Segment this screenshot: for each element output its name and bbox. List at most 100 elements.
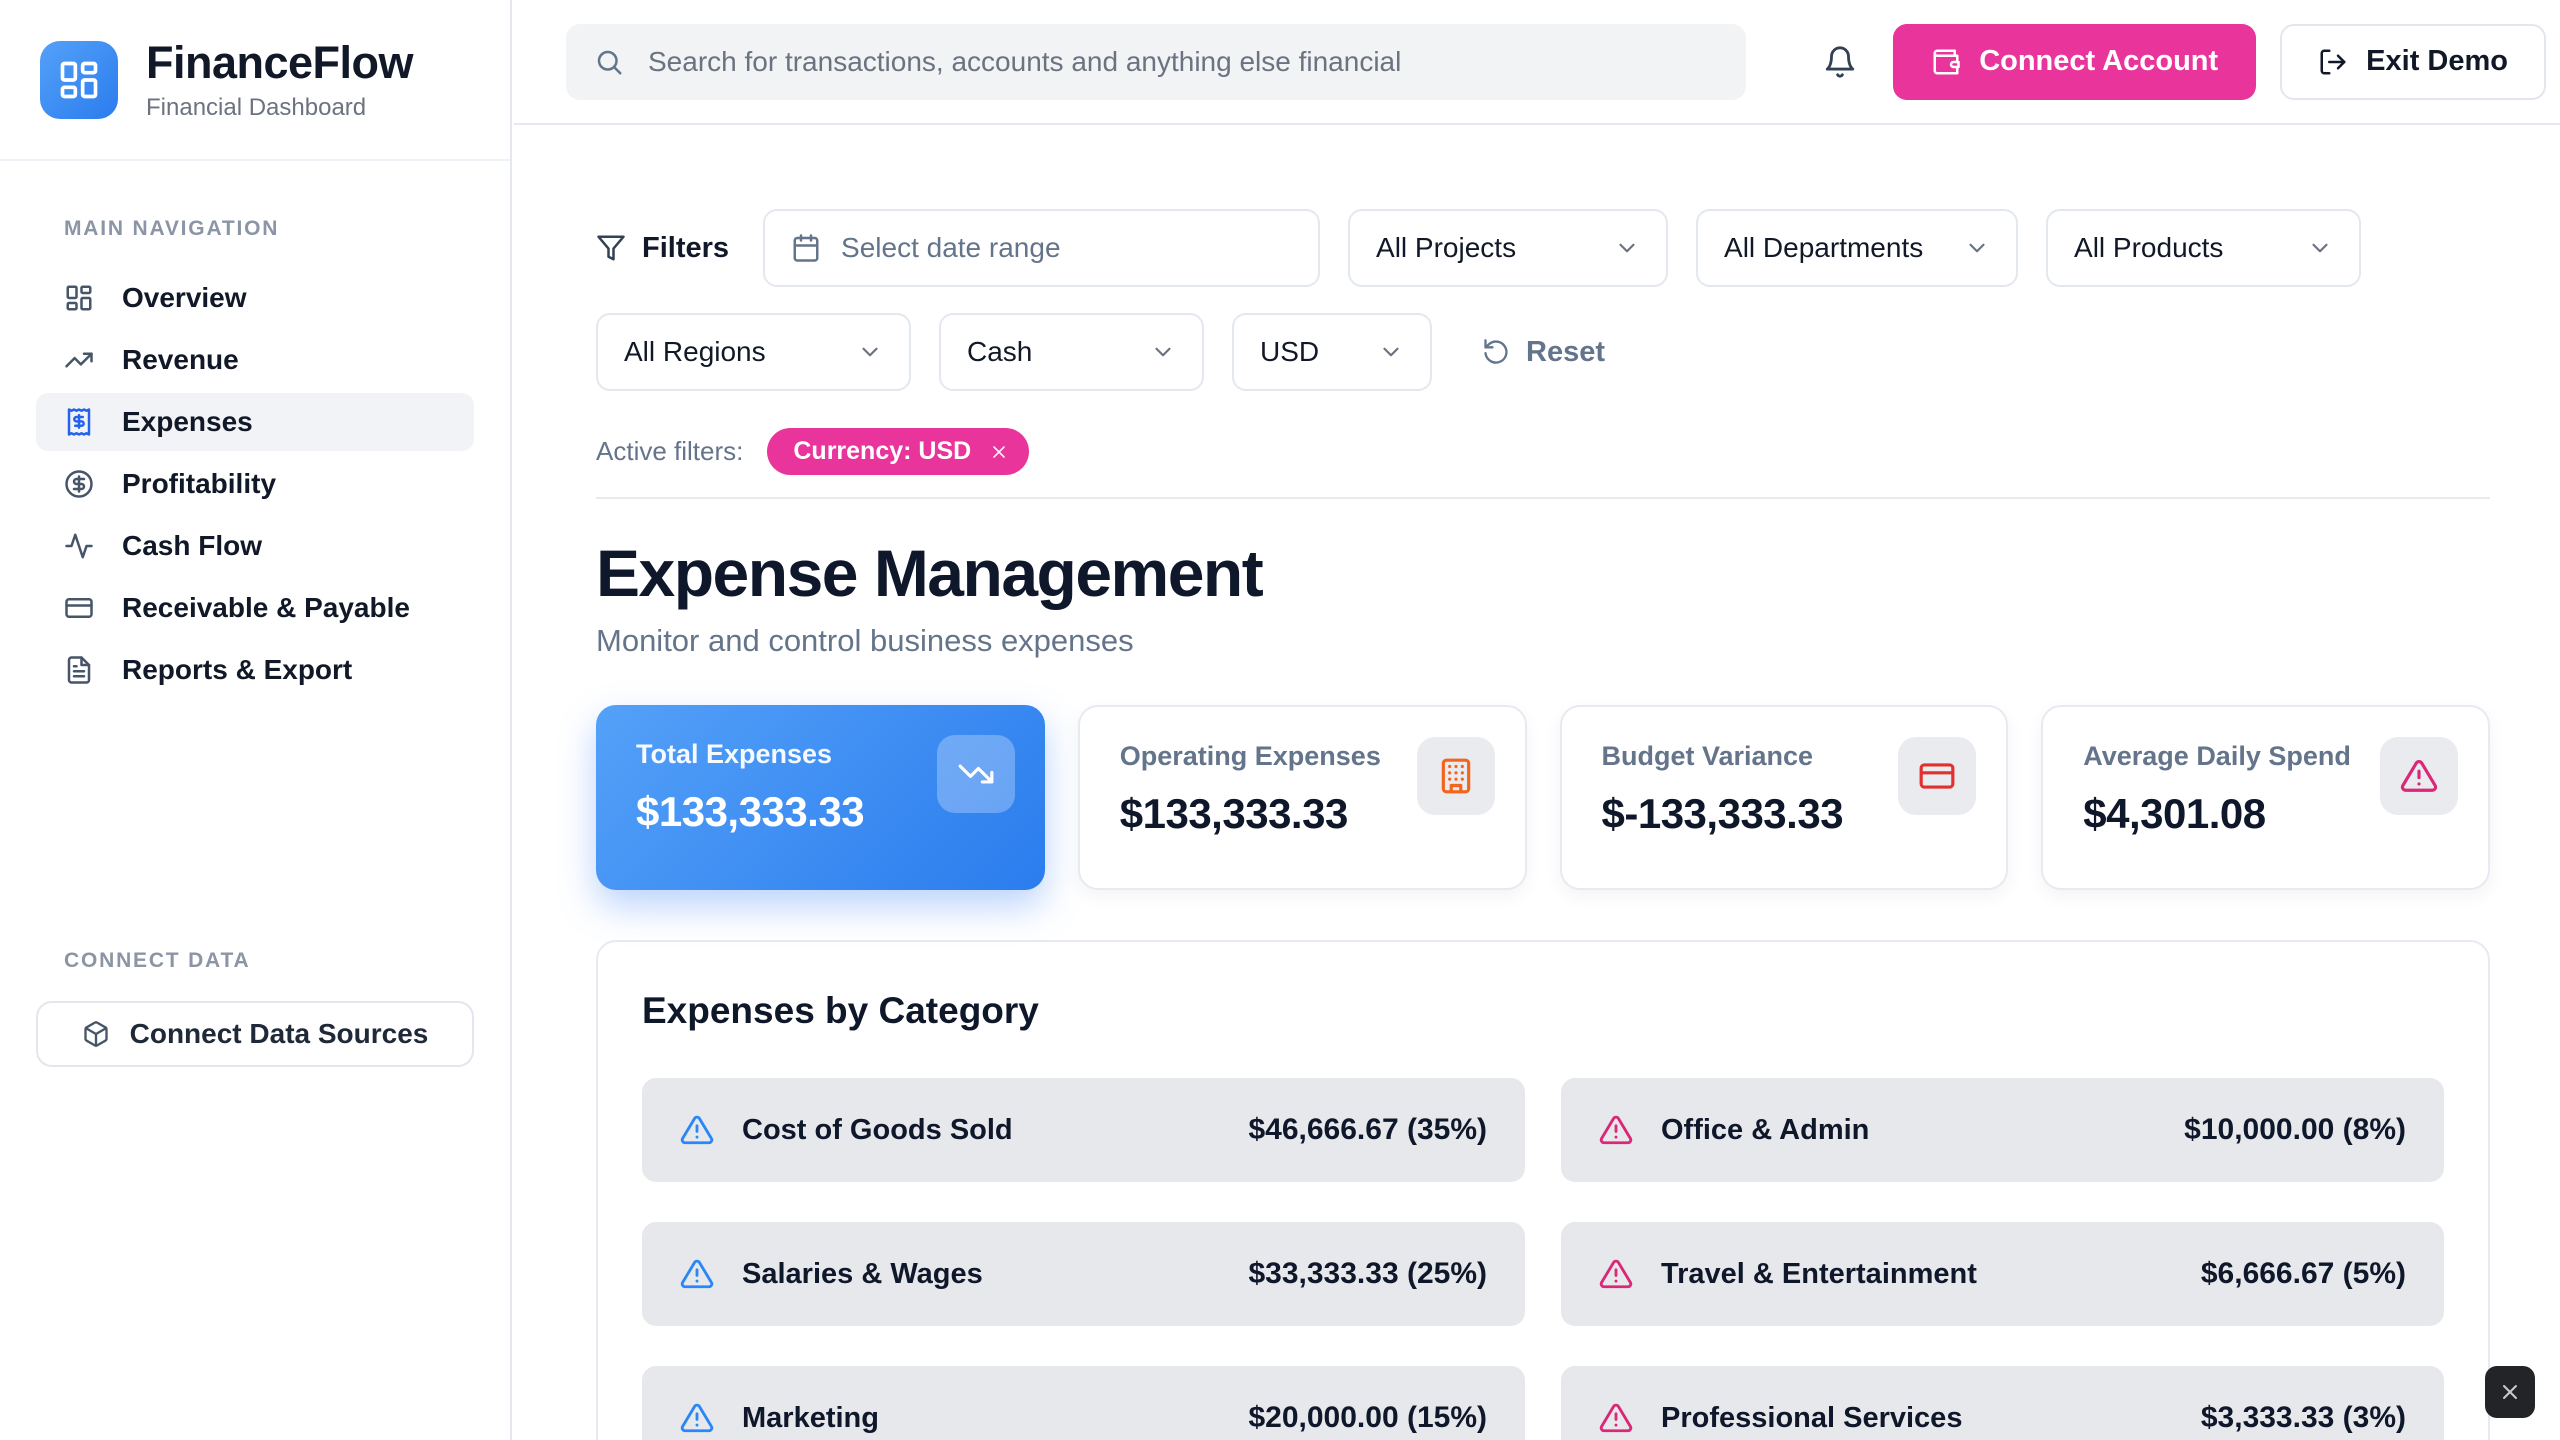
stat-label: Operating Expenses — [1119, 741, 1381, 771]
search-input[interactable] — [646, 44, 1718, 79]
rotate-ccw-icon — [1482, 338, 1510, 366]
sidebar-item-label: Expenses — [122, 406, 253, 437]
exit-demo-button[interactable]: Exit Demo — [2280, 23, 2546, 100]
close-icon — [2498, 1380, 2522, 1404]
payment-method-select[interactable]: Cash — [939, 313, 1204, 391]
brand: FinanceFlow Financial Dashboard — [0, 0, 510, 161]
exit-demo-label: Exit Demo — [2366, 45, 2508, 77]
category-label: Professional Services — [1661, 1401, 1963, 1434]
app-logo-icon — [40, 40, 118, 119]
projects-select[interactable]: All Projects — [1348, 209, 1669, 287]
stat-label: Budget Variance — [1601, 741, 1814, 771]
logout-icon — [2318, 47, 2348, 77]
dashboard-icon — [64, 283, 94, 313]
section-divider — [596, 497, 2490, 499]
products-select[interactable]: All Products — [2046, 209, 2362, 287]
sidebar-item-receivable-payable[interactable]: Receivable & Payable — [36, 579, 474, 637]
sidebar-item-label: Overview — [122, 282, 247, 313]
trending-up-icon — [64, 345, 94, 375]
reset-label: Reset — [1526, 335, 1605, 368]
search-bar[interactable] — [566, 23, 1746, 100]
category-label: Cost of Goods Sold — [742, 1113, 1013, 1146]
filters-label: Filters — [596, 232, 729, 265]
filter-row-2: All Regions Cash USD Reset — [596, 313, 2490, 391]
stat-icon-box — [936, 735, 1015, 813]
category-row-salaries-wages: Salaries & Wages $33,333.33 (25%) — [642, 1222, 1525, 1326]
trending-down-icon — [957, 755, 995, 793]
chevron-down-icon — [1614, 235, 1640, 261]
stat-value: $-133,333.33 — [1601, 790, 1844, 837]
file-text-icon — [64, 655, 94, 685]
sidebar-item-revenue[interactable]: Revenue — [36, 331, 474, 389]
chevron-down-icon — [1964, 235, 1990, 261]
currency-filter-chip: Currency: USD — [767, 428, 1030, 475]
sidebar-item-profitability[interactable]: Profitability — [36, 455, 474, 513]
alert-triangle-icon — [1599, 1257, 1633, 1291]
currency-select-value: USD — [1260, 336, 1320, 367]
category-label: Office & Admin — [1661, 1113, 1870, 1146]
sidebar-item-expenses[interactable]: Expenses — [36, 393, 474, 451]
sidebar: FinanceFlow Financial Dashboard MAIN NAV… — [0, 0, 512, 1440]
sidebar-item-reports-export[interactable]: Reports & Export — [36, 641, 474, 699]
connect-section-label: CONNECT DATA — [64, 949, 251, 972]
category-row-travel-entertainment: Travel & Entertainment $6,666.67 (5%) — [1561, 1222, 2444, 1326]
category-label: Travel & Entertainment — [1661, 1257, 1977, 1290]
departments-select[interactable]: All Departments — [1696, 209, 2019, 287]
stat-label: Average Daily Spend — [2083, 741, 2351, 771]
nav-section-label: MAIN NAVIGATION — [64, 217, 280, 240]
stat-card-budget-variance: Budget Variance $-133,333.33 — [1559, 705, 2009, 890]
floating-close-button[interactable] — [2485, 1366, 2535, 1418]
app-subtitle: Financial Dashboard — [146, 94, 367, 121]
category-value: $3,333.33 (3%) — [2200, 1401, 2406, 1434]
alert-triangle-icon — [680, 1113, 714, 1147]
reset-filters-button[interactable]: Reset — [1482, 336, 1605, 369]
sidebar-item-label: Cash Flow — [122, 530, 263, 561]
category-label: Marketing — [742, 1401, 879, 1434]
stat-card-total-expenses: Total Expenses $133,333.33 — [596, 705, 1045, 890]
category-row-professional-services: Professional Services $3,333.33 (3%) — [1561, 1366, 2444, 1440]
category-value: $33,333.33 (25%) — [1248, 1257, 1487, 1290]
alert-triangle-icon — [1599, 1113, 1633, 1147]
sidebar-item-label: Reports & Export — [122, 654, 353, 685]
brand-text: FinanceFlow Financial Dashboard — [146, 37, 414, 122]
category-label: Salaries & Wages — [742, 1257, 983, 1290]
stat-icon-box — [1898, 737, 1977, 815]
content-area: Filters Select date range All Projects A… — [514, 125, 2560, 1440]
stat-card-average-daily-spend: Average Daily Spend $4,301.08 — [2041, 705, 2490, 890]
expenses-by-category-title: Expenses by Category — [642, 990, 1039, 1031]
page-title: Expense Management — [596, 536, 1264, 610]
category-value: $6,666.67 (5%) — [2200, 1257, 2406, 1290]
regions-select[interactable]: All Regions — [596, 313, 911, 391]
regions-select-value: All Regions — [624, 336, 766, 367]
connect-account-button[interactable]: Connect Account — [1893, 23, 2257, 100]
stat-value: $4,301.08 — [2083, 790, 2266, 837]
sidebar-item-cash-flow[interactable]: Cash Flow — [36, 517, 474, 575]
sidebar-item-label: Revenue — [122, 344, 239, 375]
currency-select[interactable]: USD — [1232, 313, 1432, 391]
sidebar-item-overview[interactable]: Overview — [36, 269, 474, 327]
chevron-down-icon — [1150, 339, 1176, 365]
stat-value: $133,333.33 — [1119, 790, 1349, 837]
chevron-down-icon — [857, 339, 883, 365]
date-range-input[interactable]: Select date range — [763, 209, 1321, 287]
receipt-icon — [64, 407, 94, 437]
currency-filter-chip-label: Currency: USD — [793, 437, 972, 465]
sidebar-item-label: Profitability — [122, 468, 277, 499]
chevron-down-icon — [2307, 235, 2333, 261]
building-icon — [1437, 757, 1475, 795]
alert-triangle-icon — [680, 1401, 714, 1435]
active-filters-label: Active filters: — [596, 436, 744, 466]
products-select-value: All Products — [2074, 232, 2224, 263]
projects-select-value: All Projects — [1376, 232, 1517, 263]
filters-text: Filters — [642, 231, 730, 264]
alert-triangle-icon — [680, 1257, 714, 1291]
category-value: $10,000.00 (8%) — [2184, 1113, 2406, 1146]
top-header: Connect Account Exit Demo — [514, 0, 2560, 125]
category-grid: Cost of Goods Sold $46,666.67 (35%) Offi… — [642, 1078, 2444, 1440]
connect-data-sources-button[interactable]: Connect Data Sources — [36, 1001, 474, 1067]
chip-remove-icon[interactable] — [989, 442, 1009, 462]
notifications-bell-icon[interactable] — [1823, 45, 1857, 79]
category-row-cost-of-goods-sold: Cost of Goods Sold $46,666.67 (35%) — [642, 1078, 1525, 1182]
credit-card-icon — [1918, 757, 1956, 795]
alert-triangle-icon — [1599, 1401, 1633, 1435]
